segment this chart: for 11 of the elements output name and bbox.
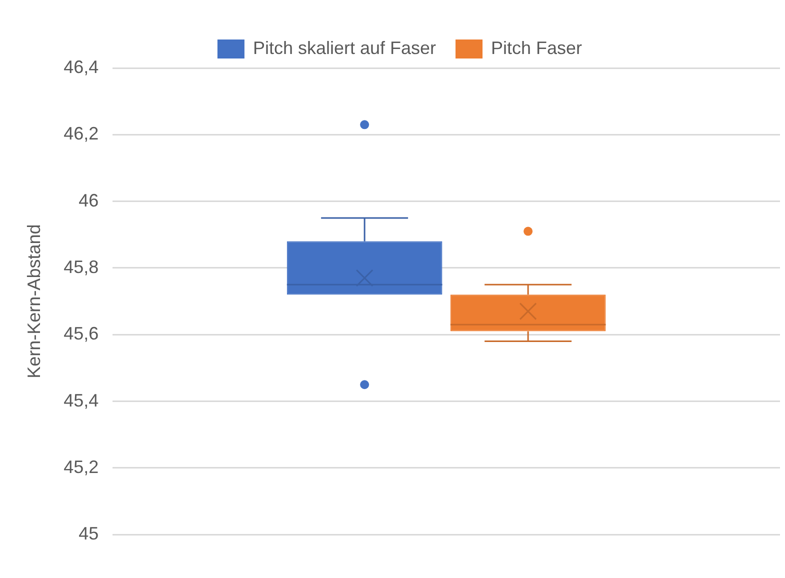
y-tick-label: 45,8 [64,256,99,277]
y-tick-label: 45 [78,524,99,544]
y-tick-label: 45,2 [64,456,99,477]
y-tick-label: 46,4 [64,56,99,77]
y-tick-label: 46 [78,190,99,210]
y-tick-label: 46,2 [64,124,99,144]
y-tick-label: 45,4 [64,390,99,410]
legend-label: Pitch Faser [491,38,582,58]
y-axis-title: Kern-Kern-Abstand [24,224,44,378]
y-tick-label: 45,6 [64,324,99,344]
legend-label: Pitch skaliert auf Faser [252,38,436,58]
